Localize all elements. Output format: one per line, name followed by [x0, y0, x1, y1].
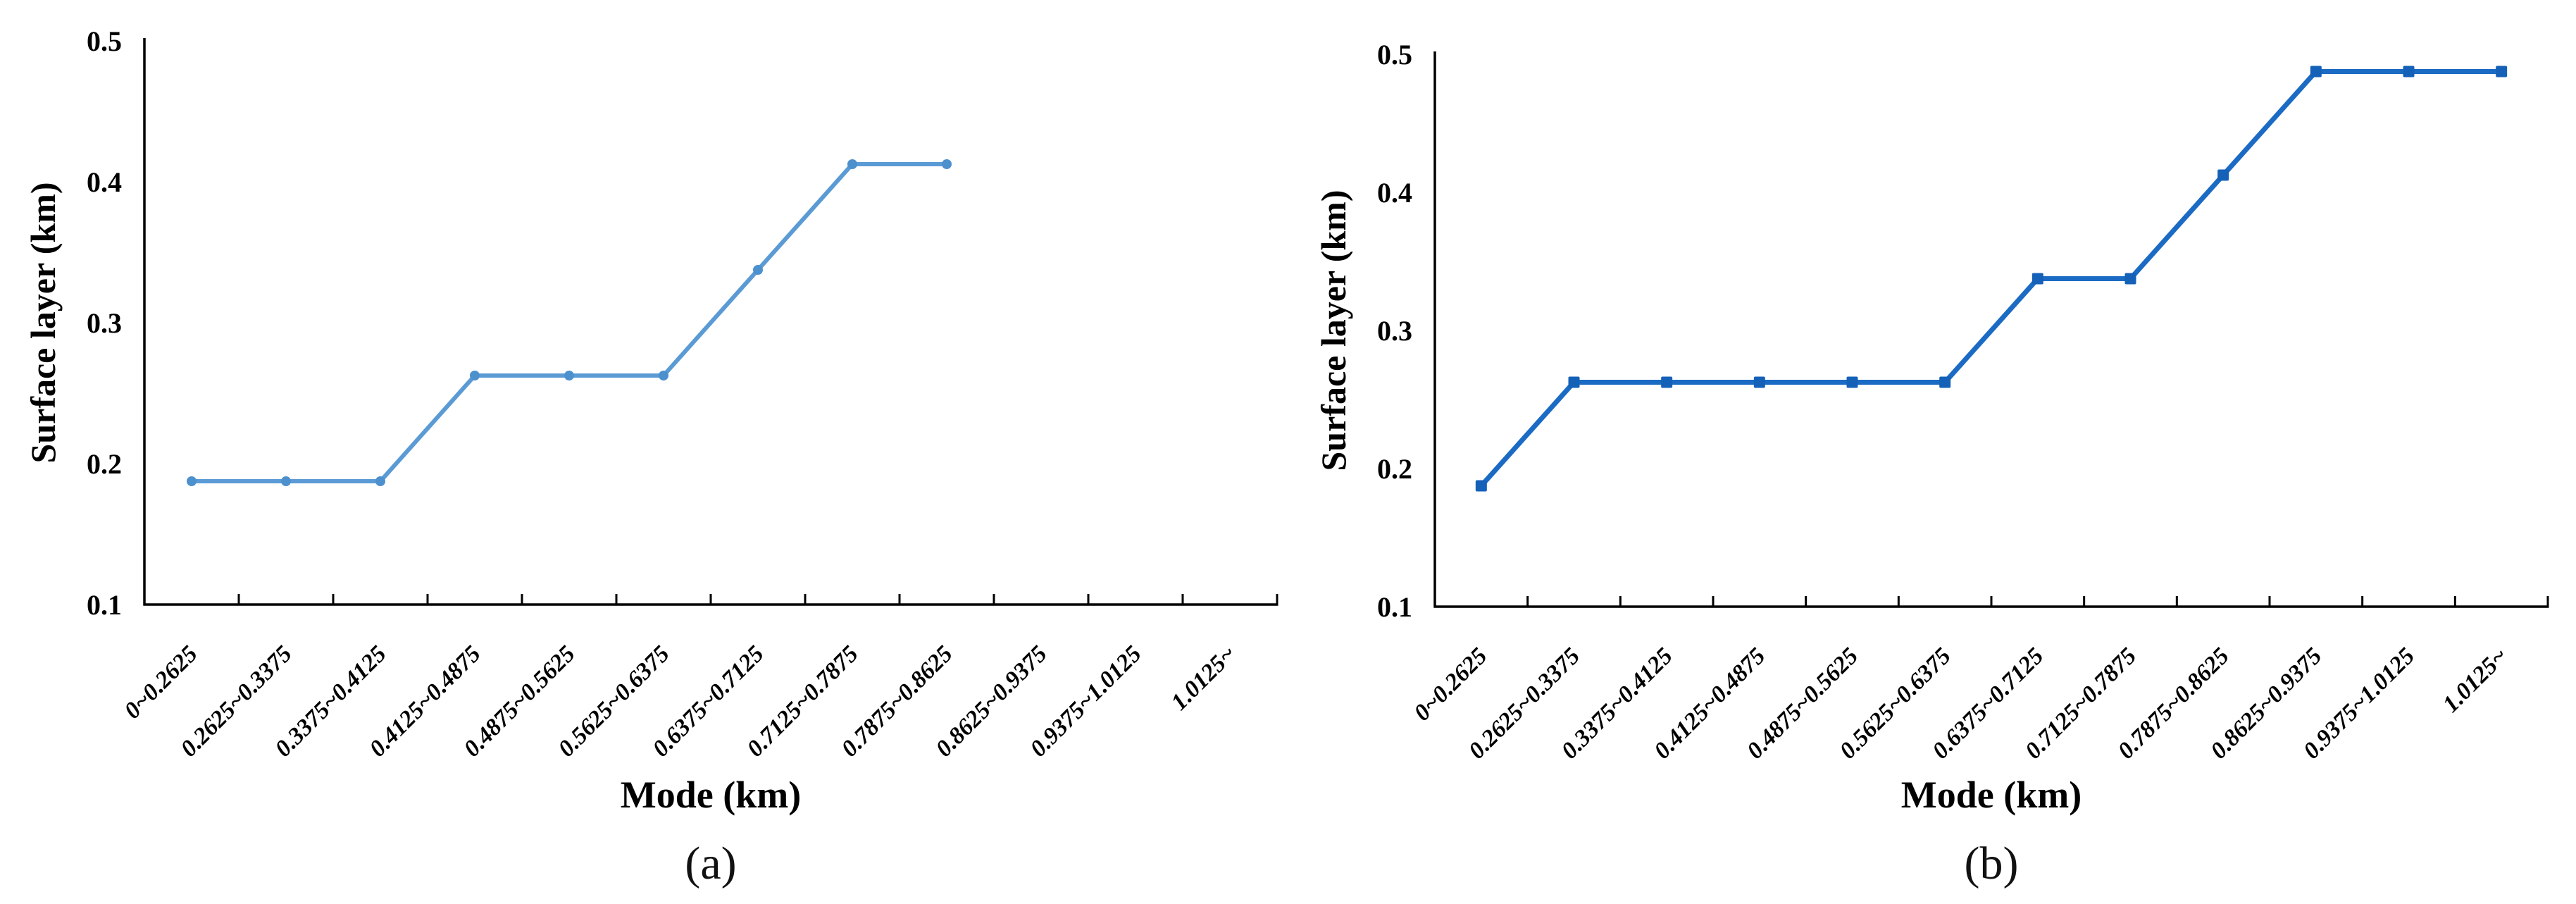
- data-point-marker: [2031, 273, 2043, 285]
- data-point-marker: [2403, 66, 2415, 78]
- data-point-marker: [187, 476, 197, 486]
- series-line: [1479, 69, 2504, 488]
- data-point-marker: [659, 371, 668, 380]
- panel-b-caption: (b): [1964, 838, 2019, 889]
- data-point-marker: [1939, 376, 1951, 388]
- x-tick-label: 1.0125~: [2438, 643, 2513, 717]
- y-tick-label: 0.5: [1377, 39, 1412, 70]
- y-tick-label: 0.3: [1377, 315, 1412, 347]
- x-tick-label: 0~0.2625: [120, 640, 203, 724]
- y-tick-label: 0.5: [87, 25, 122, 57]
- y-tick-label: 0.1: [87, 589, 122, 621]
- x-axis-title: Mode (km): [621, 774, 801, 816]
- y-tick-label: 0.2: [1377, 453, 1412, 485]
- data-point-marker: [2217, 169, 2229, 181]
- chart-panel-b: 0.10.20.30.40.50~0.26250.2625~0.33750.33…: [1314, 39, 2549, 816]
- data-point-marker: [2496, 66, 2508, 78]
- data-point-marker: [942, 159, 952, 169]
- y-axis-title: Surface layer (km): [23, 182, 63, 464]
- y-axis-title: Surface layer (km): [1314, 190, 1353, 471]
- chart-panel-a: 0.10.20.30.40.50~0.26250.2625~0.33750.33…: [23, 25, 1278, 816]
- data-point-marker: [753, 265, 763, 275]
- data-point-marker: [470, 371, 480, 380]
- data-point-marker: [375, 476, 385, 486]
- data-point-marker: [1753, 376, 1765, 388]
- data-point-marker: [2310, 66, 2322, 78]
- y-tick-label: 0.3: [87, 307, 122, 339]
- data-point-marker: [2124, 273, 2136, 285]
- x-tick-label: 0~0.2625: [1409, 643, 1492, 726]
- data-point-marker: [564, 371, 574, 380]
- y-tick-label: 0.1: [1377, 591, 1412, 623]
- data-point-marker: [1846, 376, 1858, 388]
- data-point-marker: [847, 159, 857, 169]
- panel-a-caption: (a): [685, 838, 737, 889]
- x-axis-title: Mode (km): [1901, 774, 2082, 816]
- series-line: [189, 162, 949, 483]
- data-point-marker: [1661, 376, 1673, 388]
- data-point-marker: [1568, 376, 1580, 388]
- y-tick-label: 0.2: [87, 448, 122, 480]
- y-tick-label: 0.4: [1377, 177, 1412, 209]
- data-point-marker: [1475, 480, 1487, 492]
- y-tick-label: 0.4: [87, 166, 122, 198]
- x-tick-label: 1.0125~: [1166, 640, 1241, 715]
- data-point-marker: [281, 476, 291, 486]
